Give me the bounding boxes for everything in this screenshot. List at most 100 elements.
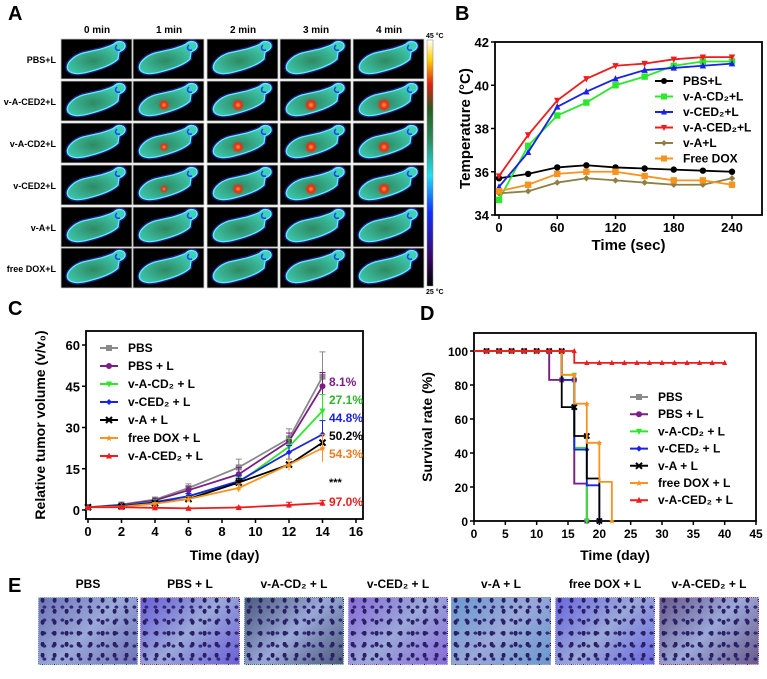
thermal-image	[60, 164, 133, 206]
y-tick-label: 100	[448, 345, 468, 359]
legend-label: free DOX + L	[658, 476, 730, 490]
thermal-image	[60, 38, 133, 80]
y-tick-label: 60	[455, 413, 469, 427]
data-point	[636, 411, 642, 418]
mouse-thermal-silhouette	[212, 82, 272, 117]
data-point	[554, 97, 561, 105]
data-point	[524, 181, 532, 188]
legend-item: free DOX + L	[100, 431, 200, 445]
data-point	[670, 56, 677, 63]
colorbar-min-label: 25 °C	[426, 288, 444, 296]
legend-label: PBS + L	[128, 359, 174, 373]
x-tick-label: 0	[495, 220, 502, 235]
legend-label: v-A-CD₂+L	[683, 90, 743, 104]
x-tick-label: 180	[663, 220, 685, 235]
data-point	[235, 478, 243, 487]
survival-curve	[474, 348, 615, 524]
data-point	[495, 196, 503, 204]
mouse-thermal-silhouette	[212, 208, 272, 243]
data-point	[728, 181, 736, 188]
legend-label: PBS+L	[683, 74, 722, 88]
data-point	[584, 359, 590, 365]
data-point	[583, 175, 590, 182]
data-point	[699, 58, 707, 65]
data-point	[583, 76, 590, 83]
he-stained-tissue-image	[140, 597, 240, 665]
mouse-thermal-silhouette	[66, 166, 126, 201]
data-point	[596, 440, 602, 446]
y-axis-label: Temperature (°C)	[457, 68, 474, 189]
data-point	[641, 73, 648, 80]
legend-item: v-A-CED₂+L	[655, 121, 751, 135]
thermal-image	[60, 80, 133, 122]
tumor-hotspot	[304, 98, 318, 112]
histology-title: v-CED₂ + L	[366, 577, 430, 591]
data-point	[612, 168, 619, 175]
column-header: 3 min	[303, 25, 329, 36]
row-label: v-A+L	[31, 223, 57, 233]
legend-item: PBS	[630, 390, 683, 404]
legend-item: PBS	[100, 341, 153, 355]
y-tick-label: 40	[455, 447, 469, 461]
series-line	[495, 59, 736, 190]
mouse-thermal-silhouette	[66, 208, 126, 243]
panel-label-b: B	[455, 3, 469, 25]
y-tick-label: 34	[475, 208, 490, 223]
thermal-image	[132, 164, 205, 206]
thermal-image	[206, 247, 279, 289]
data-point	[728, 168, 736, 175]
data-point	[641, 66, 648, 73]
data-point	[495, 188, 503, 195]
mouse-thermal-silhouette	[285, 124, 345, 159]
thermal-image	[279, 247, 352, 289]
he-stained-tissue-image	[451, 597, 551, 665]
thermal-image	[279, 206, 352, 248]
x-tick-label: 15	[561, 527, 575, 541]
survival-chart: 0 5 10 15 20 25 30 35 40 45 0 20 40 60 80 100 Time (day)…	[419, 332, 763, 563]
panel-label-c: C	[8, 298, 22, 320]
panel-label-d: D	[420, 303, 434, 325]
series-line	[495, 54, 736, 180]
data-point	[699, 54, 707, 61]
data-point	[612, 63, 619, 70]
thermal-image	[352, 38, 425, 80]
data-point	[319, 445, 326, 452]
legend-label: v-A+L	[683, 136, 717, 150]
data-point	[495, 173, 503, 180]
thermal-image	[279, 80, 352, 122]
y-tick-label: 60	[66, 338, 80, 353]
data-point	[524, 148, 532, 155]
percent-annotation: 27.1%	[329, 393, 363, 407]
legend-label: free DOX + L	[128, 431, 200, 445]
row-label: v-A-CD2+L	[10, 139, 57, 149]
row-label: PBS+L	[27, 55, 57, 65]
data-point	[152, 500, 158, 507]
he-stained-tissue-image	[348, 597, 448, 665]
data-point	[641, 172, 648, 180]
data-point	[319, 408, 326, 415]
data-point	[636, 496, 642, 503]
data-point	[661, 125, 667, 131]
data-point	[524, 142, 532, 149]
y-axis-label: Survival rate (%)	[419, 372, 435, 482]
data-point	[583, 162, 590, 169]
x-tick-label: 25	[624, 527, 638, 541]
legend-label: v-A-CD₂ + L	[658, 424, 725, 438]
data-point	[646, 359, 653, 365]
thermal-image	[206, 164, 279, 206]
tumor-hotspot	[377, 140, 391, 154]
series-line	[495, 175, 736, 197]
x-tick-label: 10	[530, 527, 544, 541]
data-point	[612, 75, 619, 82]
y-tick-label: 15	[66, 462, 80, 477]
data-point	[670, 64, 677, 71]
mouse-thermal-silhouette	[66, 249, 126, 284]
panel-label-e: E	[8, 575, 21, 597]
data-point	[554, 179, 561, 186]
y-tick-label: 30	[66, 421, 80, 436]
thermal-image	[352, 247, 425, 289]
data-point	[583, 88, 590, 95]
data-point	[185, 504, 192, 511]
mouse-thermal-silhouette	[358, 40, 418, 75]
